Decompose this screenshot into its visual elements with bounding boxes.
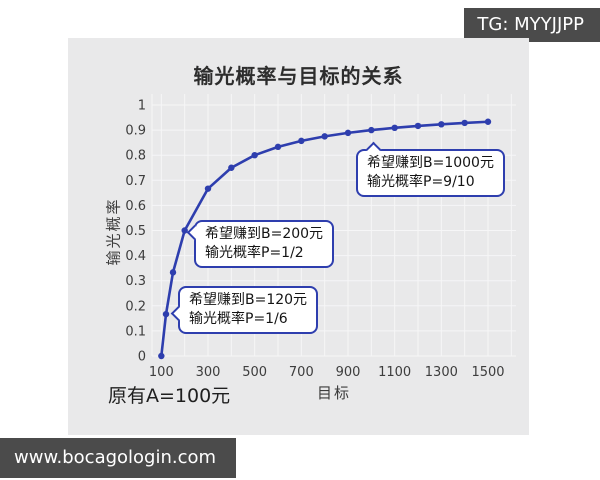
- data-point-marker: [169, 269, 177, 276]
- annotation-line1: 希望赚到B=120元: [189, 292, 308, 308]
- annotation-line2: 输光概率P=9/10: [367, 174, 475, 190]
- data-point-marker: [158, 352, 165, 360]
- data-point-marker: [368, 126, 375, 134]
- data-point-marker: [181, 227, 188, 234]
- data-point-marker: [162, 310, 170, 318]
- y-tick-label: 0.2: [125, 299, 146, 314]
- data-point-marker: [391, 124, 398, 132]
- data-point-marker: [228, 164, 235, 171]
- y-tick-label: 0.4: [125, 249, 146, 264]
- annotation-line1: 希望赚到B=1000元: [367, 155, 494, 171]
- website-watermark-badge: www.bocagologin.com: [0, 438, 237, 478]
- data-point-marker: [204, 185, 212, 192]
- x-tick-label: 100: [149, 365, 174, 380]
- y-axis-title: 输光概率: [104, 197, 123, 266]
- y-tick-label: 0.1: [125, 324, 146, 339]
- y-tick-label: 0.6: [125, 199, 146, 214]
- y-tick-label: 0.8: [125, 149, 146, 164]
- x-tick-label: 700: [289, 365, 314, 380]
- annotation-callout-b1000: 希望赚到B=1000元 输光概率P=9/10: [356, 141, 505, 197]
- annotation-line2: 输光概率P=1/6: [189, 311, 288, 327]
- annotation-line1: 希望赚到B=200元: [205, 226, 324, 242]
- data-point-marker: [274, 143, 282, 151]
- data-point-marker: [321, 133, 328, 140]
- annotation-line2: 输光概率P=1/2: [205, 245, 304, 261]
- x-tick-label: 900: [336, 365, 361, 380]
- x-tick-label: 1500: [471, 365, 504, 380]
- data-point-marker: [461, 119, 468, 127]
- y-tick-label: 0.3: [125, 274, 146, 289]
- annotation-callout-b200: 希望赚到B=200元 输光概率P=1/2: [186, 220, 335, 268]
- chart-title: 输光概率与目标的关系: [193, 64, 404, 88]
- x-tick-label: 1300: [425, 365, 458, 380]
- y-tick-label: 0.9: [125, 124, 146, 139]
- data-point-marker: [484, 118, 492, 125]
- data-point-marker: [251, 152, 258, 159]
- x-axis-title: 目标: [316, 384, 351, 402]
- y-tick-label: 0.7: [125, 174, 146, 189]
- initial-capital-caption: 原有A=100元: [108, 385, 231, 407]
- y-tick-label: 0.5: [125, 224, 146, 239]
- y-tick-label: 1: [138, 99, 146, 114]
- data-point-marker: [344, 129, 352, 137]
- x-tick-label: 500: [242, 365, 267, 380]
- telegram-watermark-badge: TG: MYYJJPP: [464, 8, 600, 42]
- chart-panel: 输光概率与目标的关系 100 300 500 700 900 1100 1300 1500 0 0…: [68, 38, 529, 435]
- x-tick-label: 1100: [378, 365, 411, 380]
- x-tick-label: 300: [196, 365, 221, 380]
- annotation-callout-b120: 希望赚到B=120元 输光概率P=1/6: [170, 286, 319, 334]
- data-point-marker: [414, 122, 422, 130]
- data-point-marker: [298, 137, 305, 145]
- data-point-marker: [438, 121, 445, 128]
- y-tick-label: 0: [138, 350, 146, 365]
